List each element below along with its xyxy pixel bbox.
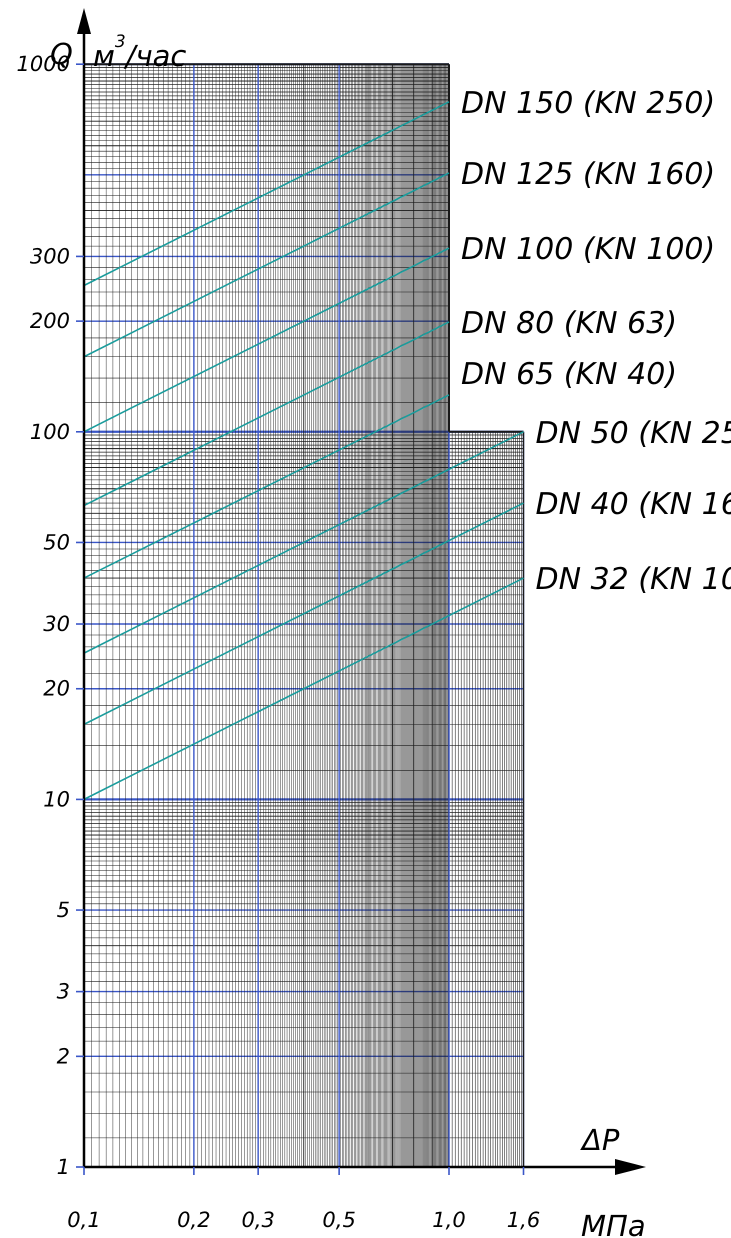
series-lines xyxy=(83,101,524,801)
y-axis-unit: м3/час xyxy=(93,32,186,73)
x-tick-label: 1,6 xyxy=(507,1208,540,1232)
x-tick-label: 1,0 xyxy=(432,1208,465,1232)
y-tick-label: 50 xyxy=(43,530,70,554)
y-tick-label: 10 xyxy=(43,787,70,811)
series-line xyxy=(83,502,524,726)
series-label: DN 32 (KN 10) xyxy=(536,562,731,597)
series-line xyxy=(83,172,450,358)
series-line xyxy=(83,577,524,801)
y-tick-label: 5 xyxy=(57,898,70,922)
x-axis-arrow xyxy=(615,1159,646,1175)
series-line xyxy=(83,431,524,654)
y-tick-label: 3 xyxy=(57,980,70,1004)
grid xyxy=(83,63,525,1168)
y-tick-label: 30 xyxy=(43,612,70,636)
y-tick-label: 200 xyxy=(30,309,70,333)
y-axis-title: Q xyxy=(50,37,73,71)
x-axis-title: ΔP xyxy=(580,1123,620,1157)
y-tick-label: 20 xyxy=(43,677,70,701)
tick-labels: 1 2 3 5 10 20 30 50 100 200 300 1000 0,1 0,2 0,3 0,5 1,0… xyxy=(17,52,541,1232)
x-axis-unit: МПа xyxy=(581,1209,646,1238)
series-line xyxy=(83,101,450,287)
series-line xyxy=(83,321,450,507)
x-tick-label: 0,5 xyxy=(322,1208,355,1232)
series-label: DN 40 (KN 16) xyxy=(536,487,731,522)
y-tick-label: 1 xyxy=(57,1155,70,1179)
series-line xyxy=(83,247,450,433)
y-tick-label: 100 xyxy=(30,420,70,444)
series-label: DN 150 (KN 250) xyxy=(461,86,715,121)
series-labels: DN 150 (KN 250) DN 125 (KN 160) DN 100 (KN… xyxy=(461,86,731,597)
y-tick-label: 1000 xyxy=(17,52,70,76)
series-label: DN 50 (KN 25) xyxy=(536,416,731,451)
y-unit-rest: /час xyxy=(123,39,187,73)
y-axis-arrow xyxy=(77,8,91,34)
y-unit-exp: 3 xyxy=(115,32,126,52)
x-tick-label: 0,2 xyxy=(177,1208,210,1232)
series-line xyxy=(83,394,450,579)
y-tick-label: 2 xyxy=(57,1044,70,1068)
series-label: DN 80 (KN 63) xyxy=(461,306,677,341)
x-tick-label: 0,1 xyxy=(67,1208,100,1232)
y-tick-label: 300 xyxy=(30,244,70,268)
x-tick-label: 0,3 xyxy=(241,1208,274,1232)
series-label: DN 125 (KN 160) xyxy=(461,157,715,192)
series-label: DN 100 (KN 100) xyxy=(461,232,715,267)
y-unit-base: м xyxy=(93,39,115,73)
series-label: DN 65 (KN 40) xyxy=(461,357,677,392)
axes xyxy=(77,8,646,1175)
